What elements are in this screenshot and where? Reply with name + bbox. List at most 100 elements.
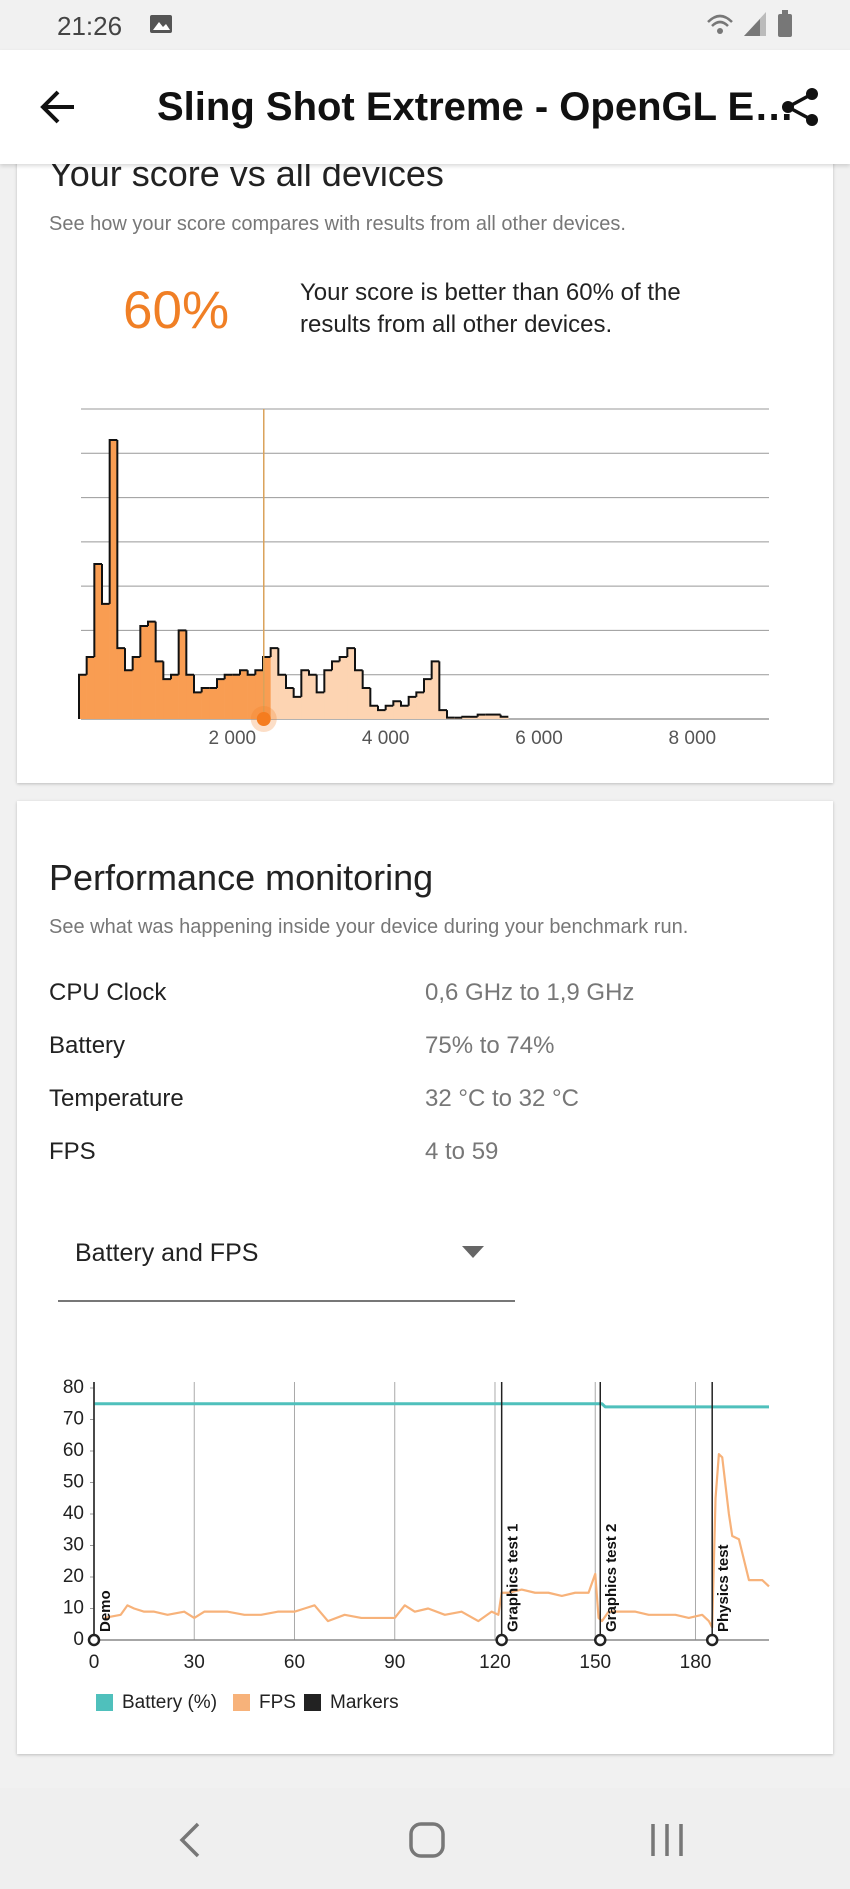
- histogram-bar: [86, 657, 95, 719]
- histogram-outline: [361, 670, 371, 689]
- histogram-bar: [117, 648, 126, 719]
- x-tick-label: 30: [184, 1652, 205, 1673]
- dropdown-text: Battery and FPS: [75, 1239, 259, 1267]
- histogram-outline: [154, 621, 164, 663]
- legend-swatch: [304, 1694, 321, 1711]
- stat-value: 0,6 GHz to 1,9 GHz: [425, 979, 635, 1006]
- stat-value: 32 °C to 32 °C: [425, 1085, 579, 1112]
- performance-card: [17, 801, 833, 1754]
- x-tick-label: 4 000: [362, 728, 410, 749]
- y-tick-label: 0: [73, 1629, 84, 1650]
- histogram-bar: [370, 705, 379, 719]
- histogram-outline: [108, 439, 118, 604]
- histogram-bar: [347, 648, 356, 719]
- histogram-outline: [369, 688, 378, 707]
- legend-label: Markers: [330, 1692, 399, 1713]
- app-title: Sling Shot Extreme - OpenGL E…: [157, 85, 795, 129]
- histogram-bar: [224, 674, 233, 719]
- marker-point: [495, 1633, 508, 1647]
- y-tick-label: 30: [63, 1535, 84, 1556]
- score-dot: [256, 712, 271, 726]
- histogram-bar: [194, 692, 202, 719]
- histogram-bar: [293, 696, 302, 719]
- histogram-bar: [217, 679, 225, 719]
- histogram-outline: [223, 673, 233, 680]
- histogram-bar: [439, 710, 448, 719]
- histogram-bar: [301, 670, 310, 719]
- histogram-bar: [255, 670, 264, 719]
- histogram-bar: [493, 714, 501, 719]
- histogram-bar: [408, 696, 417, 719]
- histogram-bar: [163, 679, 172, 719]
- histogram-outline: [354, 648, 363, 672]
- stat-label: Temperature: [49, 1085, 184, 1112]
- status-time: 21:26: [57, 11, 123, 41]
- back-button[interactable]: [38, 87, 78, 127]
- histogram-outline: [93, 563, 102, 657]
- histogram-outline: [277, 648, 286, 676]
- nav-home[interactable]: [409, 1822, 445, 1858]
- legend-swatch: [96, 1694, 113, 1711]
- dropdown[interactable]: Battery and FPS: [58, 1220, 515, 1302]
- histogram-bar: [263, 657, 271, 719]
- y-tick-label: 50: [63, 1472, 84, 1493]
- histogram-outline: [323, 669, 332, 693]
- legend-swatch: [233, 1694, 250, 1711]
- histogram-outline: [430, 660, 440, 680]
- histogram-outline: [407, 695, 417, 706]
- stat-label: FPS: [49, 1138, 96, 1165]
- histogram-bar: [355, 670, 363, 719]
- histogram-bar: [178, 630, 187, 719]
- histogram-outline: [346, 647, 355, 657]
- gallery-icon-detail: [153, 22, 170, 30]
- wifi-icon: [707, 14, 733, 27]
- histogram-outline: [338, 656, 348, 662]
- histogram-bar: [155, 661, 164, 719]
- nav-bar: [0, 1788, 850, 1889]
- histogram-outline: [461, 715, 470, 718]
- legend-label: FPS: [259, 1692, 296, 1713]
- histogram-outline: [239, 669, 248, 675]
- histogram-bar: [240, 670, 248, 719]
- histogram-bar: [278, 674, 287, 719]
- nav-back[interactable]: [176, 1822, 204, 1858]
- marker-label: Graphics test 2: [603, 1524, 620, 1632]
- histogram-bar: [109, 440, 118, 719]
- histogram-outline: [331, 660, 340, 671]
- stat-value: 4 to 59: [425, 1138, 499, 1165]
- score-histogram: 2 000 4 000 6 000 8 000: [78, 408, 769, 749]
- histogram-bar: [209, 688, 218, 719]
- histogram-bar: [416, 692, 425, 719]
- x-tick-label: 2 000: [209, 728, 257, 749]
- histogram-outline: [246, 670, 256, 676]
- histogram-bar: [171, 674, 179, 719]
- histogram-outline: [423, 678, 432, 693]
- share-button[interactable]: [780, 86, 822, 128]
- histogram-outline: [185, 630, 194, 676]
- histogram-outline: [300, 669, 309, 697]
- histogram-bar: [462, 716, 471, 719]
- histogram-outline: [377, 705, 386, 712]
- histogram-bar: [232, 674, 241, 719]
- histogram-outline: [85, 656, 95, 675]
- histogram-bar: [500, 716, 509, 719]
- histogram-bar: [401, 705, 409, 719]
- histogram-outline: [292, 688, 302, 698]
- histogram-bar: [470, 716, 478, 719]
- histogram-bar: [79, 674, 87, 719]
- status-icons: [150, 10, 792, 37]
- histogram-outline: [262, 656, 271, 671]
- histogram-bar: [324, 670, 333, 719]
- performance-subtitle: See what was happening inside your devic…: [49, 916, 689, 938]
- x-tick-label: 120: [479, 1652, 511, 1673]
- signal-icon: [744, 12, 766, 36]
- histogram-bar: [385, 705, 394, 719]
- y-tick-label: 60: [63, 1440, 84, 1461]
- x-tick-label: 90: [384, 1652, 405, 1673]
- histogram-bar: [102, 603, 110, 719]
- nav-recents[interactable]: [650, 1822, 684, 1858]
- x-tick-label: 60: [284, 1652, 305, 1673]
- wifi-dot: [717, 28, 723, 34]
- histogram-bar: [270, 648, 279, 719]
